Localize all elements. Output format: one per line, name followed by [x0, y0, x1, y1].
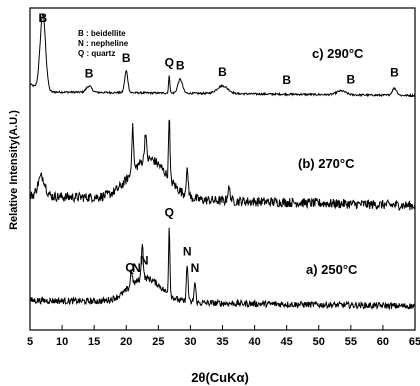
traces — [29, 13, 416, 311]
peak-label: N — [140, 254, 149, 268]
peak-label: Q — [165, 56, 174, 70]
series-labels: c) 290°C (b) 270°C a) 250°C — [298, 46, 364, 277]
legend-entry: B : beidellite — [78, 29, 126, 38]
legend-entry: N : nepheline — [78, 39, 129, 48]
x-axis-ticks: 5 10 15 20 25 30 35 40 45 50 55 60 65 — [27, 325, 420, 348]
x-tick-label: 25 — [152, 336, 164, 348]
peak-label: B — [176, 59, 185, 73]
x-tick-label: 30 — [184, 336, 196, 348]
peak-label: B — [85, 67, 94, 81]
legend-entry: Q : quartz — [78, 49, 115, 58]
x-tick-label: 10 — [56, 336, 68, 348]
x-tick-label: 60 — [377, 336, 389, 348]
x-tick-label: 45 — [281, 336, 293, 348]
series-trace-1 — [29, 119, 416, 211]
x-tick-label: 5 — [27, 336, 33, 348]
peak-label: N — [183, 245, 192, 259]
peak-label: Q — [165, 206, 174, 220]
peak-label: B — [38, 11, 47, 25]
x-axis-label: 2θ(CuKα) — [191, 370, 249, 385]
x-tick-label: 50 — [313, 336, 325, 348]
peak-label: B — [122, 51, 131, 65]
peak-label: N — [191, 261, 200, 275]
x-tick-label: 40 — [248, 336, 260, 348]
peak-label: Q — [125, 261, 134, 275]
series-label: (b) 270°C — [298, 156, 355, 171]
y-axis-label: Relative Intensity(A.U.) — [8, 110, 20, 230]
series-label: a) 250°C — [306, 262, 358, 277]
series-label: c) 290°C — [312, 46, 364, 61]
peak-label: B — [346, 72, 355, 86]
legend: B : beidellite N : nepheline Q : quartz — [78, 29, 129, 58]
x-tick-label: 15 — [88, 336, 100, 348]
x-tick-label: 55 — [345, 336, 357, 348]
series-trace-2 — [29, 227, 416, 311]
x-tick-label: 65 — [409, 336, 420, 348]
x-tick-label: 35 — [216, 336, 228, 348]
peak-label: N — [132, 261, 141, 275]
peak-label: B — [218, 65, 227, 79]
peak-label: B — [282, 73, 291, 87]
x-tick-label: 20 — [120, 336, 132, 348]
series-trace-0 — [29, 13, 416, 98]
peak-label: B — [390, 66, 399, 80]
